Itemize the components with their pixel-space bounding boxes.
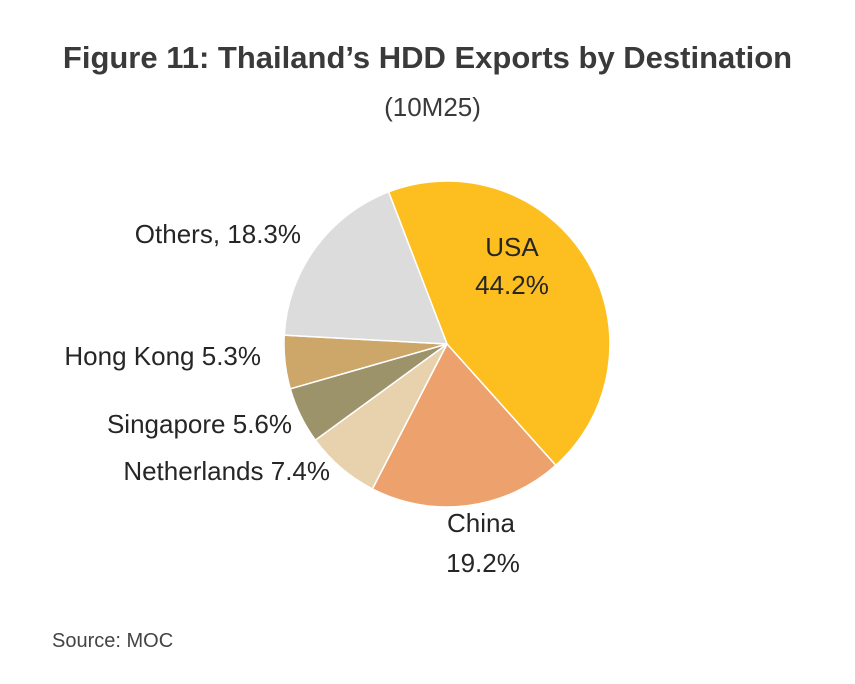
pie-slices xyxy=(283,180,611,508)
chart-title: Figure 11: Thailand’s HDD Exports by Des… xyxy=(62,40,793,75)
label-china-value: 19.2% xyxy=(446,548,520,578)
label-others: Others, 18.3% xyxy=(135,219,301,249)
label-usa-name: USA xyxy=(485,232,539,262)
label-usa-value: 44.2% xyxy=(475,270,549,300)
source-note: Source: MOC xyxy=(52,630,174,652)
label-netherlands: Netherlands 7.4% xyxy=(123,456,330,486)
label-china-name: China xyxy=(447,508,515,538)
label-hong-kong: Hong Kong 5.3% xyxy=(64,341,261,371)
pie-slice-others xyxy=(283,190,449,345)
pie-slice-china xyxy=(371,342,557,508)
chart-subtitle: (10M25) xyxy=(384,92,481,122)
pie-slice-usa xyxy=(387,180,611,467)
label-singapore: Singapore 5.6% xyxy=(107,409,292,439)
